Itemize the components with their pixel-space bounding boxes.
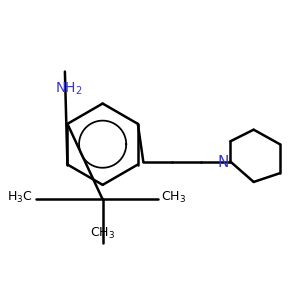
Text: H$_3$C: H$_3$C	[8, 190, 33, 206]
Text: CH$_3$: CH$_3$	[161, 190, 186, 206]
Text: CH$_3$: CH$_3$	[90, 226, 115, 242]
Text: NH$_2$: NH$_2$	[56, 80, 83, 97]
Text: N: N	[218, 155, 229, 170]
